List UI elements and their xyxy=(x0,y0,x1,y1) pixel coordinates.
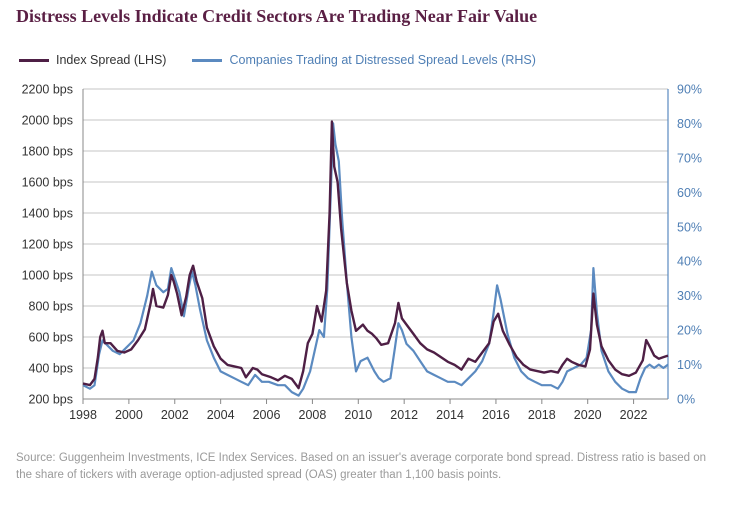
y-left-tick-label: 2000 bps xyxy=(22,114,73,128)
y-right-tick-label: 10% xyxy=(677,358,702,372)
y-left-tick-label: 1400 bps xyxy=(22,207,73,221)
x-tick-label: 2012 xyxy=(390,408,418,422)
y-left-tick-label: 1000 bps xyxy=(22,269,73,283)
y-right-tick-label: 40% xyxy=(677,255,702,269)
y-left-tick-label: 200 bps xyxy=(29,393,73,407)
legend-label-lhs: Index Spread (LHS) xyxy=(56,53,167,67)
y-left-tick-label: 800 bps xyxy=(29,300,73,314)
legend-label-rhs: Companies Trading at Distressed Spread L… xyxy=(229,53,536,67)
y-right-tick-label: 90% xyxy=(677,83,702,97)
y-right-tick-label: 60% xyxy=(677,186,702,200)
legend-swatch-lhs xyxy=(19,58,49,62)
x-tick-label: 2020 xyxy=(574,408,602,422)
x-tick-label: 2010 xyxy=(344,408,372,422)
x-tick-label: 2018 xyxy=(528,408,556,422)
y-left-tick-label: 1800 bps xyxy=(22,145,73,159)
y-left-tick-label: 400 bps xyxy=(29,362,73,376)
legend-swatch-rhs xyxy=(192,58,223,62)
x-tick-label: 1998 xyxy=(69,408,97,422)
y-right-tick-label: 30% xyxy=(677,289,702,303)
source-note: Source: Guggenheim Investments, ICE Inde… xyxy=(16,452,707,481)
y-right-tick-label: 0% xyxy=(677,393,695,407)
x-tick-label: 2014 xyxy=(436,408,464,422)
legend-item-index-spread: Index Spread (LHS) xyxy=(19,53,166,67)
y-right-tick-label: 80% xyxy=(677,117,702,131)
series-line-index-spread xyxy=(82,120,669,390)
y-right-tick-label: 50% xyxy=(677,220,702,234)
y-left-tick-label: 2200 bps xyxy=(22,83,73,97)
x-tick-label: 2004 xyxy=(207,408,235,422)
x-tick-label: 2022 xyxy=(620,408,648,422)
y-left-tick-label: 1600 bps xyxy=(22,176,73,190)
legend: Index Spread (LHS) Companies Trading at … xyxy=(19,53,562,67)
y-left-tick-label: 600 bps xyxy=(29,331,73,345)
series-line-distressed xyxy=(82,122,669,397)
x-tick-label: 2000 xyxy=(115,408,143,422)
chart-title: Distress Levels Indicate Credit Sectors … xyxy=(16,6,538,26)
y-left-tick-label: 1200 bps xyxy=(22,238,73,252)
x-tick-label: 2002 xyxy=(161,408,189,422)
legend-item-distressed: Companies Trading at Distressed Spread L… xyxy=(192,53,536,67)
x-tick-label: 2006 xyxy=(253,408,281,422)
x-tick-label: 2016 xyxy=(482,408,510,422)
y-right-tick-label: 20% xyxy=(677,324,702,338)
y-right-tick-label: 70% xyxy=(677,151,702,165)
x-tick-label: 2008 xyxy=(299,408,327,422)
